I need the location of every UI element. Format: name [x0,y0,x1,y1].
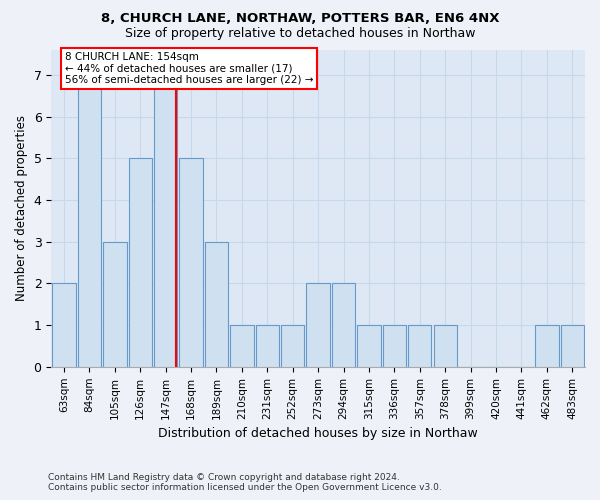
Bar [103,242,127,367]
Bar [52,284,76,367]
Bar [332,284,355,367]
Bar [230,325,254,367]
Bar [307,284,330,367]
Bar [383,325,406,367]
Text: Size of property relative to detached houses in Northaw: Size of property relative to detached ho… [125,28,475,40]
Bar [256,325,279,367]
Text: Contains HM Land Registry data © Crown copyright and database right 2024.
Contai: Contains HM Land Registry data © Crown c… [48,473,442,492]
Bar [408,325,431,367]
Bar [535,325,559,367]
Bar [434,325,457,367]
Bar [154,75,178,367]
Bar [179,158,203,367]
Bar [357,325,380,367]
Y-axis label: Number of detached properties: Number of detached properties [15,116,28,302]
Bar [78,75,101,367]
Bar [560,325,584,367]
Text: 8 CHURCH LANE: 154sqm
← 44% of detached houses are smaller (17)
56% of semi-deta: 8 CHURCH LANE: 154sqm ← 44% of detached … [65,52,313,86]
Bar [205,242,228,367]
X-axis label: Distribution of detached houses by size in Northaw: Distribution of detached houses by size … [158,427,478,440]
Bar [128,158,152,367]
Bar [281,325,304,367]
Text: 8, CHURCH LANE, NORTHAW, POTTERS BAR, EN6 4NX: 8, CHURCH LANE, NORTHAW, POTTERS BAR, EN… [101,12,499,26]
